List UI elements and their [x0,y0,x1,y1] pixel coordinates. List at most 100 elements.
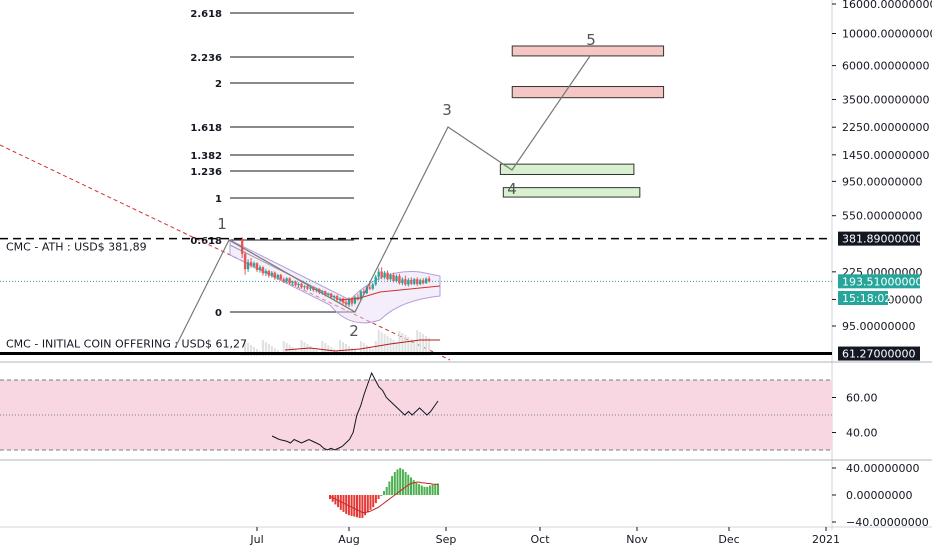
volume-bar [306,344,309,356]
volume-bar [261,340,264,356]
macd-tick-label: 40.00000000 [846,462,919,475]
volume-bar [350,348,353,356]
volume-bar [386,336,389,356]
target-zones [499,45,665,198]
volume-bar [330,347,333,356]
volume-bar [288,345,291,356]
candle-body [240,238,244,254]
candle-body [294,281,297,286]
macd-bar [396,469,399,495]
rsi-line [271,371,439,451]
candle-body [318,289,321,293]
volume-bar [368,347,371,356]
volume-bar [309,346,312,356]
volume-bar [264,342,267,356]
volume-bar [321,341,324,356]
candle-body [306,286,309,289]
rsi-tick-label: 60.00 [846,392,878,405]
macd-tick-label: 0.00000000 [846,489,912,502]
price-tag-label: 193.51000000 [842,275,922,288]
macd-bar [374,495,377,504]
fibonacci-levels: 2.618 2.236 2 1.618 1.382 1.236 1 0.618 0 [190,9,354,319]
fib-level-label: 1.382 [190,151,222,162]
candle-body [365,287,369,294]
candle-body [380,271,383,278]
macd-bar [437,483,439,495]
price-tag-label: 15:18:02 [842,292,891,305]
candle-body [359,291,363,300]
macd-bar [391,476,394,495]
macd-bar [337,495,340,508]
price-tick-label: 95.00000000 [842,320,915,333]
candle-body [335,296,339,300]
price-tag-box [838,231,920,246]
target-zone-box [502,187,641,198]
volume-bar [407,337,410,356]
candle-body [252,263,256,266]
fib-level-label: 2.618 [190,9,222,20]
macd-bar [385,486,388,495]
rsi-band-fill [0,380,832,450]
macd-bar [404,472,407,495]
volume-bar [362,343,365,356]
rsi-tick-label: 40.00 [846,427,878,440]
candles [0,237,832,308]
time-tick-label: Dec [718,533,739,546]
fib-level-label: 1 [215,194,222,205]
macd-bar [393,472,396,495]
price-tag-label: 61.27000000 [842,348,915,361]
volume-bar [404,335,407,356]
rsi-pane: 60.00 40.00 [0,371,878,451]
macd-bar [410,477,412,495]
macd-bar [428,485,431,495]
volume-bar [422,334,425,356]
candle-body [404,279,407,285]
candle-body [344,302,348,305]
ico-label: CMC - INITIAL COIN OFFERING : USD$ 61,27 [6,338,247,351]
macd-bar [369,495,372,510]
candle-body [324,291,327,295]
volume-bar [374,341,377,356]
candle-body [374,276,377,285]
macd-bar [388,481,391,495]
volume-bar [348,346,350,356]
fib-level-label: 2.236 [190,53,222,64]
macd-bar [334,495,337,505]
volume-bar [365,345,368,356]
candle-body [309,287,312,289]
macd-tick-label: −40.00000000 [846,516,929,529]
volume-bar [267,344,270,356]
time-tick-label: Sep [436,533,457,546]
elliott-waves: 1 2 3 4 5 [174,31,596,349]
candle-body [264,271,268,274]
candle-body [243,253,247,270]
candle-body [347,299,351,305]
volume-bar [303,342,306,356]
macd-bar [412,480,415,495]
candle-body [297,283,300,286]
macd-bar [401,469,404,495]
candle-body [362,291,366,294]
macd-bar [383,490,385,495]
volume-bar [250,345,253,356]
volume-bar [419,332,422,356]
fib-level-label: 1.236 [190,167,222,178]
volume-bar [342,342,345,356]
candle-body [285,278,288,282]
overlays [0,144,451,361]
candle-body [288,278,291,284]
macd-bar [399,468,402,495]
candle-body [261,267,265,274]
candle-body [258,267,262,270]
time-tick-label: Nov [626,533,648,546]
candle-body [327,293,330,295]
volume-bar [428,338,431,356]
candle-body [300,283,303,288]
volume-bar [273,348,276,356]
time-tick-label: Oct [530,533,550,546]
candle-body [341,298,345,303]
candle-body [282,279,285,282]
price-tick-label: 3500.00000000 [842,93,929,106]
candle-body [407,279,410,285]
macd-bar [339,495,342,510]
